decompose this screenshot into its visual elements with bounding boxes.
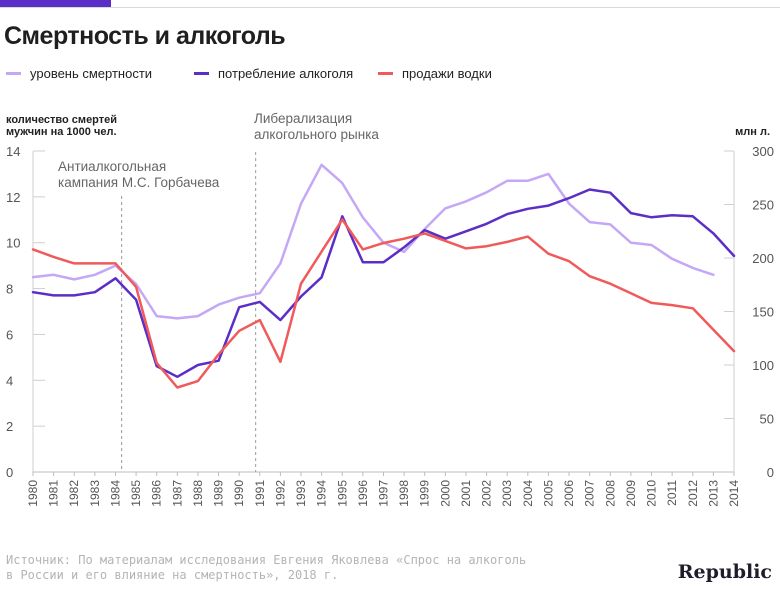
legend-item-consumption: потребление алкоголя — [194, 66, 353, 81]
x-tick-label: 1989 — [212, 480, 226, 507]
legend-swatch-mortality — [6, 72, 21, 76]
y-right-tick-label: 250 — [752, 198, 774, 213]
y-right-tick-label: 300 — [752, 144, 774, 159]
left-axis-title-line2: мужчин на 1000 чел. — [6, 126, 117, 138]
x-tick-label: 2009 — [624, 480, 638, 507]
chart-title: Смертность и алкоголь — [4, 22, 286, 50]
x-tick-label: 2000 — [438, 480, 452, 507]
x-tick-label: 1987 — [170, 480, 184, 507]
header-accent-bar — [0, 0, 111, 8]
legend-swatch-consumption — [194, 72, 209, 76]
x-tick-label: 1983 — [88, 480, 102, 507]
x-tick-label: 1997 — [377, 480, 391, 507]
x-tick-label: 1990 — [232, 480, 246, 507]
x-tick-label: 1995 — [335, 480, 349, 507]
source-line2: в России и его влияние на смертность», 2… — [6, 568, 339, 582]
x-tick-label: 1998 — [397, 480, 411, 507]
y-right-tick-label: 100 — [752, 358, 774, 373]
series-line-1 — [31, 188, 736, 379]
left-axis-title: количество смертей мужчин на 1000 чел. — [6, 114, 117, 138]
y-right-tick-label: 150 — [752, 305, 774, 320]
x-tick-label: 1980 — [26, 480, 40, 507]
annotation-label: Антиалкогольная — [58, 159, 166, 174]
legend-swatch-vodka-sales — [378, 72, 393, 76]
x-tick-label: 1988 — [191, 480, 205, 507]
x-tick-label: 2005 — [541, 480, 555, 507]
source-line1: Источник: По материалам исследования Евг… — [6, 553, 527, 567]
x-tick-label: 1984 — [108, 480, 122, 507]
annotation-label: кампания М.С. Горбачева — [58, 175, 220, 190]
x-tick-label: 1986 — [150, 480, 164, 507]
series-line-2 — [31, 218, 736, 389]
x-tick-label: 2004 — [521, 480, 535, 507]
left-axis-title-line1: количество смертей — [6, 114, 118, 126]
source-note: Источник: По материалам исследования Евг… — [6, 553, 526, 583]
y-right-tick-label: 200 — [752, 251, 774, 266]
legend-label-vodka-sales: продажи водки — [402, 66, 492, 81]
x-tick-label: 1993 — [294, 480, 308, 507]
y-right-tick-label: 50 — [760, 412, 774, 427]
y-left-tick-label: 12 — [6, 190, 20, 205]
header-divider — [0, 7, 780, 8]
x-tick-label: 2007 — [583, 480, 597, 507]
y-left-tick-label: 10 — [6, 236, 20, 251]
y-right-tick-label: 0 — [767, 465, 774, 480]
x-tick-label: 1985 — [129, 480, 143, 507]
annotation-label: Либерализация — [254, 111, 352, 126]
y-left-tick-label: 8 — [6, 282, 13, 297]
x-tick-label: 1999 — [418, 480, 432, 507]
y-left-tick-label: 6 — [6, 327, 13, 342]
x-tick-label: 1991 — [253, 480, 267, 507]
y-left-tick-label: 4 — [6, 373, 13, 388]
x-tick-label: 1994 — [315, 480, 329, 507]
x-tick-label: 2001 — [459, 480, 473, 507]
x-tick-label: 2011 — [665, 480, 679, 506]
x-tick-label: 1982 — [67, 480, 81, 507]
legend-label-consumption: потребление алкоголя — [218, 66, 354, 81]
y-left-tick-label: 2 — [6, 419, 13, 434]
x-tick-label: 1981 — [47, 480, 61, 507]
x-tick-label: 2002 — [480, 480, 494, 507]
annotation-label: алкогольного рынка — [254, 127, 379, 142]
x-tick-label: 2013 — [706, 480, 720, 507]
x-tick-label: 2008 — [603, 480, 617, 507]
legend-item-vodka-sales: продажи водки — [378, 66, 492, 81]
republic-logo: Republic — [677, 561, 772, 583]
y-left-tick-label: 14 — [6, 144, 20, 159]
x-tick-label: 2006 — [562, 480, 576, 507]
x-tick-label: 2012 — [686, 480, 700, 507]
y-left-tick-label: 0 — [6, 465, 13, 480]
series-line-0 — [31, 163, 715, 320]
x-tick-label: 2003 — [500, 480, 514, 507]
legend-label-mortality: уровень смертности — [30, 66, 153, 81]
x-tick-label: 1996 — [356, 480, 370, 507]
x-tick-label: 2014 — [727, 480, 741, 507]
x-tick-label: 1992 — [273, 480, 287, 507]
x-tick-label: 2010 — [645, 480, 659, 507]
legend-item-mortality: уровень смертности — [6, 66, 152, 81]
right-axis-title: млн л. — [735, 126, 770, 138]
